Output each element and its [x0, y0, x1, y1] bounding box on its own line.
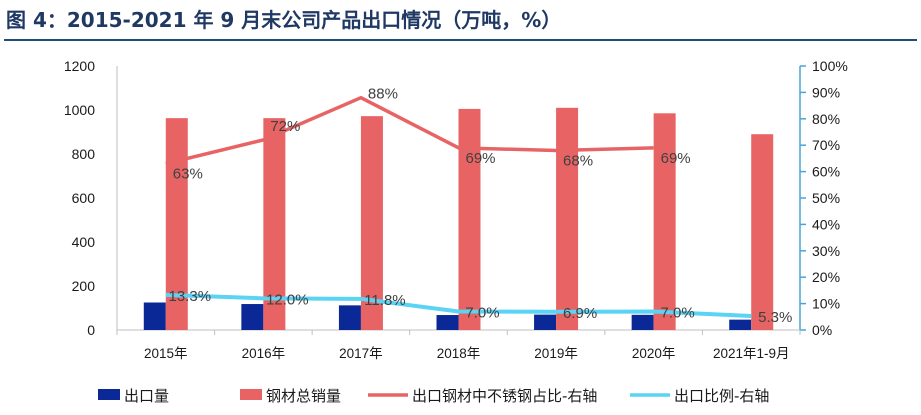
bar-total-sales: [653, 113, 676, 330]
legend-export-volume-swatch: [98, 389, 120, 400]
right-axis-tick-label: 10%: [812, 296, 840, 312]
data-label-export-ratio: 6.9%: [563, 305, 597, 322]
right-axis-tick-label: 90%: [812, 84, 840, 100]
right-axis-tick-label: 0%: [812, 322, 832, 338]
right-axis-tick-label: 80%: [812, 111, 840, 127]
data-label-export-ratio: 5.3%: [758, 309, 792, 326]
data-label-export-ratio: 11.8%: [364, 292, 405, 309]
left-axis-tick-label: 800: [72, 146, 96, 162]
line-export-ratio: [165, 292, 752, 319]
bar-export-volume: [534, 314, 557, 330]
left-axis-tick-label: 600: [72, 190, 96, 206]
chart-title: 图 4：2015-2021 年 9 月末公司产品出口情况（万吨，%）: [6, 8, 561, 32]
data-label-stainless-share: 72%: [270, 118, 300, 135]
bar-total-sales: [263, 118, 286, 330]
data-label-stainless-share: 63%: [173, 166, 203, 183]
data-label-export-ratio: 12.0%: [266, 291, 309, 308]
legend-total-sales-swatch: [240, 389, 262, 400]
x-axis-category-label: 2016年: [242, 346, 286, 361]
x-axis-category-label: 2015年: [144, 346, 188, 361]
data-label-stainless-share: 69%: [465, 150, 495, 167]
bar-total-sales: [458, 108, 481, 331]
data-label-stainless-share: 68%: [563, 152, 593, 169]
data-label-export-ratio: 7.0%: [465, 305, 499, 322]
left-axis-tick-label: 400: [72, 234, 96, 250]
bar-total-sales: [165, 118, 188, 330]
right-axis-tick-label: 60%: [812, 164, 840, 180]
left-axis-tick-label: 1000: [64, 102, 95, 118]
legend-export-volume-label: 出口量: [124, 387, 169, 405]
left-axis-tick-label: 1200: [64, 58, 95, 74]
x-axis-category-label: 2018年: [437, 346, 481, 361]
bar-total-sales: [360, 116, 383, 330]
line-stainless-share: [165, 95, 654, 166]
legend-total-sales-label: 钢材总销量: [266, 387, 341, 405]
data-label-stainless-share: 88%: [368, 86, 398, 103]
legend-export-ratio-label: 出口比例-右轴: [674, 387, 769, 405]
bar-total-sales: [751, 134, 774, 330]
data-label-export-ratio: 13.3%: [169, 288, 212, 305]
left-axis-tick-label: 0: [87, 322, 95, 338]
bar-export-volume: [631, 314, 654, 330]
bar-export-volume: [729, 319, 752, 330]
bar-export-volume: [436, 315, 459, 330]
bar-export-volume: [338, 305, 361, 330]
bar-export-volume: [143, 302, 166, 330]
bar-total-sales: [556, 107, 579, 330]
right-axis-tick-label: 70%: [812, 137, 840, 153]
x-axis-category-label: 2020年: [632, 346, 676, 361]
data-label-stainless-share: 69%: [661, 150, 691, 167]
right-axis-tick-label: 100%: [812, 58, 848, 74]
x-axis-category-label: 2017年: [339, 346, 383, 361]
right-axis-tick-label: 50%: [812, 190, 840, 206]
x-axis-category-label: 2021年1-9月: [713, 346, 790, 361]
right-axis-tick-label: 40%: [812, 216, 840, 232]
legend-stainless-share-label: 出口钢材中不锈钢占比-右轴: [412, 387, 597, 405]
x-axis-category-label: 2019年: [534, 346, 578, 361]
right-axis-tick-label: 20%: [812, 269, 840, 285]
bar-export-volume: [241, 304, 264, 330]
left-axis-tick-label: 200: [72, 278, 96, 294]
right-axis-tick-label: 30%: [812, 243, 840, 259]
data-label-export-ratio: 7.0%: [661, 305, 695, 322]
